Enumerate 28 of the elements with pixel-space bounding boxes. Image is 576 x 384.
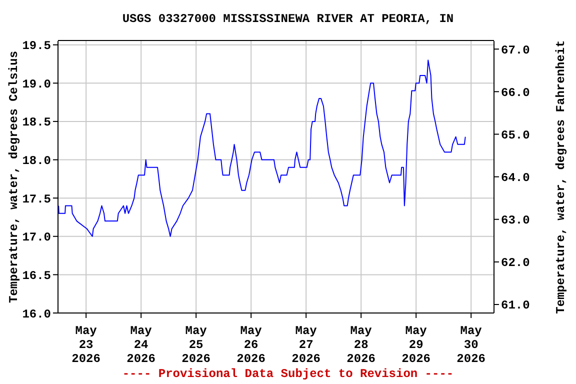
y2-tick-label: 66.0 (501, 86, 530, 100)
y-tick-label: 19.5 (22, 39, 51, 54)
y2-tick-label: 67.0 (501, 43, 530, 58)
x-tick-label: May 28 2026 (346, 324, 376, 366)
y-axis-title: Temperature, water, degrees Celsius (7, 50, 21, 304)
x-tick-label: May 27 2026 (292, 324, 320, 366)
x-tick-label: May 30 2026 (456, 324, 486, 366)
y2-tick-label: 61.0 (501, 298, 530, 313)
x-tick-label: May 26 2026 (236, 324, 266, 366)
y2-tick-label: 62.0 (501, 256, 530, 270)
y-tick-label: 18.5 (22, 116, 51, 130)
line-series (58, 60, 466, 237)
chart-title: USGS 03327000 MISSISSINEWA RIVER AT PEORIA, IN (121, 12, 455, 26)
y2-axis-title: Temperature, water, degrees Fahrenheit (554, 40, 568, 314)
y-tick-label: 17.0 (22, 230, 51, 245)
y-tick-label: 16.0 (22, 307, 51, 322)
y2-tick-label: 65.0 (501, 128, 530, 142)
x-tick-label: May 25 2026 (182, 324, 210, 366)
y-tick-label: 18.0 (22, 154, 51, 168)
y-tick-label: 19.0 (22, 77, 51, 92)
y-tick-label: 17.5 (22, 192, 51, 206)
x-tick-label: May 23 2026 (72, 324, 100, 366)
x-tick-label: May 24 2026 (126, 324, 156, 366)
y2-tick-label: 64.0 (501, 171, 530, 186)
x-tick-label: May 29 2026 (402, 324, 430, 366)
y2-tick-label: 63.0 (501, 214, 530, 228)
text: ---- Provisional Data Subject to Revision ---- (121, 367, 455, 381)
y-tick-label: 16.5 (22, 268, 51, 283)
